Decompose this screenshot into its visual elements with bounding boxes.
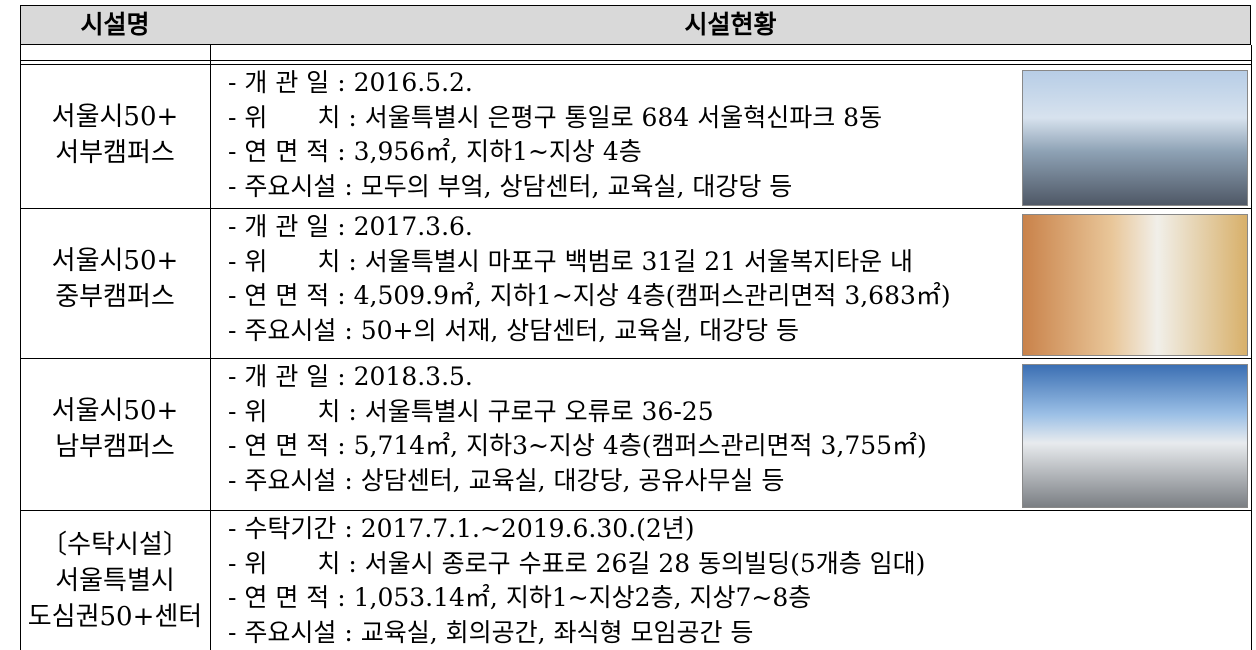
detail-line: - 연 면 적 : 4,509.9㎡, 지하1~지상 4층(캠퍼스관리면적 3,… <box>228 279 951 313</box>
rule <box>20 60 1251 61</box>
detail-line: - 위 치 : 서울특별시 은평구 통일로 684 서울혁신파크 8동 <box>228 101 882 135</box>
detail-line: - 연 면 적 : 3,956㎡, 지하1~지상 4층 <box>228 135 642 169</box>
facility-name: 서울특별시 <box>20 564 210 598</box>
detail-line: - 주요시설 : 모두의 부엌, 상담센터, 교육실, 대강당 등 <box>228 170 792 204</box>
facility-name: 〔수탁시설〕 <box>20 528 210 562</box>
photo-west <box>1022 70 1248 206</box>
detail-line: - 개 관 일 : 2018.3.5. <box>228 360 473 394</box>
header-status: 시설현황 <box>210 8 1251 42</box>
detail-line: - 주요시설 : 50+의 서재, 상담센터, 교육실, 대강당 등 <box>228 314 799 348</box>
rule <box>20 208 1251 209</box>
detail-line: - 연 면 적 : 5,714㎡, 지하3~지상 4층(캠퍼스관리면적 3,75… <box>228 429 927 463</box>
photo-south <box>1022 364 1248 508</box>
rule <box>20 358 1251 359</box>
detail-line: - 주요시설 : 교육실, 회의공간, 좌식형 모임공간 등 <box>228 616 753 650</box>
rule <box>210 45 211 650</box>
header-name: 시설명 <box>20 8 210 42</box>
detail-line: - 개 관 일 : 2017.3.6. <box>228 210 473 244</box>
facility-name: 도심권50+센터 <box>20 600 210 634</box>
facility-table: 시설명 시설현황 서울시50+서부캠퍼스- 개 관 일 : 2016.5.2.-… <box>0 0 1256 650</box>
detail-line: - 개 관 일 : 2016.5.2. <box>228 66 473 100</box>
rule <box>1251 45 1252 650</box>
facility-name: 서울시50+ <box>20 394 210 428</box>
detail-line: - 위 치 : 서울특별시 구로구 오류로 36-25 <box>228 395 714 429</box>
facility-name: 중부캠퍼스 <box>20 280 210 314</box>
detail-line: - 주요시설 : 상담센터, 교육실, 대강당, 공유사무실 등 <box>228 464 784 498</box>
rule <box>20 64 1251 65</box>
detail-line: - 위 치 : 서울특별시 마포구 백범로 31길 21 서울복지타운 내 <box>228 245 913 279</box>
facility-name: 서울시50+ <box>20 244 210 278</box>
facility-name: 서울시50+ <box>20 100 210 134</box>
facility-name: 남부캠퍼스 <box>20 430 210 464</box>
facility-name: 서부캠퍼스 <box>20 136 210 170</box>
detail-line: - 수탁기간 : 2017.7.1.~2019.6.30.(2년) <box>228 512 695 546</box>
photo-central <box>1022 214 1248 356</box>
rule <box>20 510 1251 511</box>
detail-line: - 위 치 : 서울시 종로구 수표로 26길 28 동의빌딩(5개층 임대) <box>228 547 925 581</box>
detail-line: - 연 면 적 : 1,053.14㎡, 지하1~지상2층, 지상7~8층 <box>228 581 811 615</box>
